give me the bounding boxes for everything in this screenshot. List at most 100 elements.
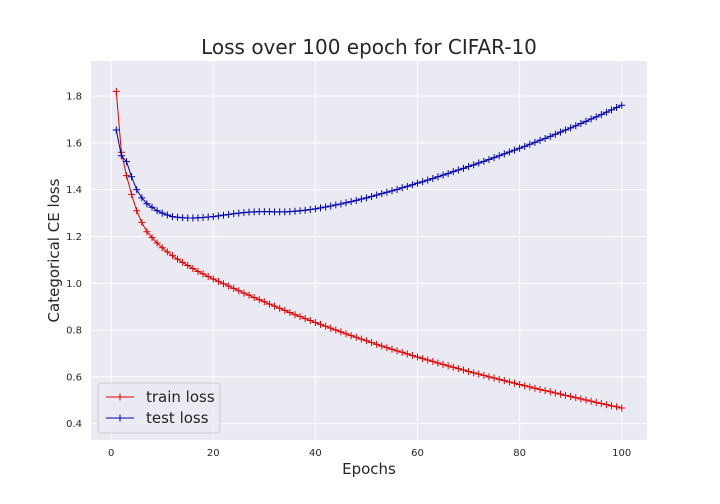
data-point bbox=[556, 128, 564, 136]
data-point bbox=[459, 366, 467, 374]
data-point bbox=[439, 171, 447, 179]
data-point bbox=[475, 370, 483, 378]
data-point bbox=[424, 356, 432, 364]
data-point bbox=[465, 163, 473, 171]
data-point bbox=[398, 184, 406, 192]
x-tick-label: 40 bbox=[309, 448, 322, 459]
data-point bbox=[449, 168, 457, 176]
legend-label: test loss bbox=[146, 409, 209, 427]
data-point bbox=[521, 382, 529, 390]
data-point bbox=[485, 373, 493, 381]
data-point bbox=[311, 319, 319, 327]
data-point bbox=[526, 140, 534, 148]
data-point bbox=[551, 389, 559, 397]
data-point bbox=[316, 204, 324, 212]
data-point bbox=[480, 157, 488, 165]
data-point bbox=[383, 344, 391, 352]
legend-marker bbox=[116, 393, 124, 401]
data-point bbox=[209, 213, 217, 221]
data-point bbox=[174, 255, 182, 263]
data-point bbox=[608, 106, 616, 114]
data-point bbox=[204, 272, 212, 280]
data-point bbox=[500, 377, 508, 385]
data-point bbox=[429, 357, 437, 365]
data-point bbox=[531, 384, 539, 392]
data-point bbox=[526, 383, 534, 391]
data-point bbox=[373, 191, 381, 199]
series-test-loss bbox=[112, 101, 626, 222]
data-point bbox=[388, 187, 396, 195]
y-tick-label: 0.8 bbox=[66, 326, 82, 337]
data-point bbox=[516, 144, 524, 152]
data-point bbox=[429, 174, 437, 182]
data-point bbox=[230, 284, 238, 292]
data-point bbox=[347, 198, 355, 206]
data-point bbox=[117, 152, 125, 160]
data-point bbox=[490, 374, 498, 382]
data-point bbox=[470, 161, 478, 169]
data-point bbox=[133, 186, 141, 194]
data-point bbox=[276, 304, 284, 312]
data-point bbox=[572, 394, 580, 402]
y-tick-label: 1.0 bbox=[66, 279, 82, 290]
data-point bbox=[143, 200, 151, 208]
data-point bbox=[495, 152, 503, 160]
data-point bbox=[403, 350, 411, 358]
legend-marker bbox=[116, 414, 124, 422]
data-point bbox=[153, 207, 161, 215]
data-point bbox=[439, 360, 447, 368]
data-point bbox=[225, 282, 233, 290]
data-point bbox=[219, 280, 227, 288]
data-point bbox=[449, 363, 457, 371]
data-point bbox=[531, 138, 539, 146]
data-point bbox=[219, 211, 227, 219]
data-point bbox=[306, 316, 314, 324]
data-point bbox=[454, 166, 462, 174]
data-point bbox=[368, 192, 376, 200]
data-point bbox=[357, 195, 365, 203]
data-point bbox=[112, 87, 120, 95]
data-point bbox=[562, 126, 570, 134]
data-point bbox=[163, 211, 171, 219]
data-point bbox=[184, 261, 192, 269]
data-point bbox=[470, 369, 478, 377]
data-point bbox=[602, 108, 610, 116]
data-point bbox=[444, 170, 452, 178]
data-point bbox=[403, 182, 411, 190]
data-point bbox=[378, 342, 386, 350]
data-point bbox=[347, 332, 355, 340]
data-point bbox=[618, 101, 626, 109]
data-point bbox=[393, 185, 401, 193]
data-point bbox=[199, 270, 207, 278]
y-tick-label: 0.6 bbox=[66, 372, 82, 383]
data-point bbox=[225, 210, 233, 218]
data-point bbox=[393, 347, 401, 355]
y-tick-label: 1.4 bbox=[66, 185, 82, 196]
x-tick-label: 100 bbox=[612, 448, 631, 459]
data-point bbox=[209, 275, 217, 283]
data-point bbox=[163, 248, 171, 256]
data-point bbox=[301, 315, 309, 323]
y-tick-label: 1.6 bbox=[66, 138, 82, 149]
data-point bbox=[311, 205, 319, 213]
data-point bbox=[383, 188, 391, 196]
data-point bbox=[577, 395, 585, 403]
legend-label: train loss bbox=[146, 388, 215, 406]
y-axis-label: Categorical CE loss bbox=[45, 178, 63, 322]
data-point bbox=[505, 378, 513, 386]
data-point bbox=[536, 385, 544, 393]
data-point bbox=[618, 404, 626, 412]
data-point bbox=[112, 126, 120, 134]
data-point bbox=[168, 213, 176, 221]
data-point bbox=[291, 311, 299, 319]
x-axis-label: Epochs bbox=[342, 460, 396, 478]
data-point bbox=[459, 164, 467, 172]
data-point bbox=[485, 155, 493, 163]
data-point bbox=[332, 201, 340, 209]
legend-box bbox=[97, 382, 221, 434]
data-point bbox=[214, 277, 222, 285]
data-point bbox=[475, 159, 483, 167]
data-point bbox=[480, 371, 488, 379]
data-point bbox=[562, 391, 570, 399]
data-point bbox=[511, 379, 519, 387]
